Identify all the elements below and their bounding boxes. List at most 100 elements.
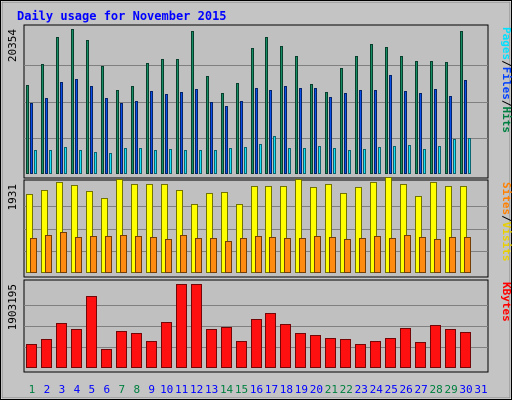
bar-sites <box>180 235 187 273</box>
bar-visits <box>26 194 33 273</box>
bar-visits <box>340 193 347 273</box>
bar-hits <box>191 31 194 174</box>
bar-kbytes <box>251 319 262 368</box>
bar-sites <box>45 235 52 273</box>
bar-files <box>269 90 272 174</box>
day-label: 14 <box>220 383 234 396</box>
bar-hits <box>460 31 463 174</box>
panel-2: 1931 Sites/Visits <box>6 177 512 278</box>
bar-sites <box>329 237 336 273</box>
y-max-label: 1903195 <box>6 284 19 330</box>
bar-files <box>75 79 78 174</box>
chart-title: Daily usage for November 2015 <box>17 9 227 23</box>
legend-item: / <box>500 60 512 67</box>
panel-1: 20354 Pages/Files/Hits <box>6 24 512 179</box>
bar-files <box>120 103 123 174</box>
bar-hits <box>131 86 134 174</box>
bar-visits <box>161 184 168 273</box>
bar-hits <box>265 37 268 174</box>
bar-visits <box>71 185 78 273</box>
bar-kbytes <box>340 339 351 368</box>
bar-sites <box>90 236 97 273</box>
bar-kbytes <box>56 323 67 368</box>
bar-files <box>150 91 153 174</box>
bar-visits <box>206 193 213 273</box>
bar-pages <box>214 150 217 174</box>
day-label: 12 <box>190 383 203 396</box>
bar-kbytes <box>370 341 381 368</box>
bar-pages <box>94 152 97 174</box>
bar-sites <box>75 237 82 273</box>
bar-kbytes <box>385 338 396 368</box>
bar-sites <box>225 241 232 273</box>
bar-kbytes <box>400 328 411 368</box>
day-label: 4 <box>74 383 81 396</box>
bar-visits <box>385 177 392 273</box>
bar-pages <box>229 148 232 174</box>
bar-kbytes <box>310 335 321 368</box>
bar-sites <box>30 238 37 273</box>
bar-sites <box>374 236 381 273</box>
bar-pages <box>438 146 441 174</box>
bar-kbytes <box>86 296 97 368</box>
bar-pages <box>468 138 471 174</box>
day-label: 21 <box>325 383 338 396</box>
bar-visits <box>251 186 258 273</box>
bar-hits <box>41 64 44 174</box>
day-label: 29 <box>444 383 457 396</box>
bar-pages <box>139 148 142 174</box>
bar-visits <box>370 182 377 273</box>
bar-files <box>180 92 183 174</box>
bar-visits <box>131 184 138 273</box>
bar-hits <box>430 61 433 174</box>
bar-kbytes <box>146 341 157 368</box>
day-label: 24 <box>370 383 384 396</box>
bar-sites <box>195 238 202 273</box>
y-max-label: 1931 <box>6 184 19 211</box>
bar-hits <box>221 93 224 174</box>
bar-files <box>210 102 213 174</box>
bar-sites <box>284 238 291 273</box>
y-max-label: 20354 <box>6 29 19 62</box>
bar-pages <box>363 149 366 174</box>
bar-files <box>90 86 93 174</box>
bar-hits <box>26 85 29 174</box>
bar-pages <box>184 150 187 174</box>
legend-item: / <box>500 215 512 222</box>
bar-hits <box>355 56 358 174</box>
bar-pages <box>318 146 321 174</box>
day-label: 7 <box>118 383 125 396</box>
bar-visits <box>116 179 123 273</box>
bar-files <box>464 80 467 174</box>
day-label: 30 <box>459 383 472 396</box>
legend-item: Files <box>500 67 512 100</box>
day-label: 2 <box>44 383 51 396</box>
bar-kbytes <box>71 329 82 368</box>
bar-files <box>299 88 302 174</box>
bar-hits <box>161 59 164 174</box>
bar-hits <box>415 61 418 174</box>
bar-files <box>389 75 392 174</box>
bar-hits <box>71 29 74 174</box>
bar-files <box>359 90 362 174</box>
bar-sites <box>105 236 112 273</box>
day-label: 1 <box>29 383 36 396</box>
bar-sites <box>344 239 351 273</box>
legend-item: Sites <box>500 182 512 215</box>
day-label: 3 <box>59 383 66 396</box>
bar-kbytes <box>236 341 247 368</box>
series-files <box>30 75 467 174</box>
bar-pages <box>288 148 291 174</box>
bar-files <box>225 106 228 174</box>
bar-files <box>105 98 108 174</box>
bar-hits <box>385 47 388 174</box>
legend-item: Visits <box>500 222 512 262</box>
bar-hits <box>206 76 209 174</box>
day-label: 13 <box>205 383 218 396</box>
day-label: 15 <box>235 383 248 396</box>
bar-hits <box>176 59 179 174</box>
bar-kbytes <box>116 331 127 368</box>
bar-hits <box>340 68 343 174</box>
bar-files <box>434 89 437 174</box>
